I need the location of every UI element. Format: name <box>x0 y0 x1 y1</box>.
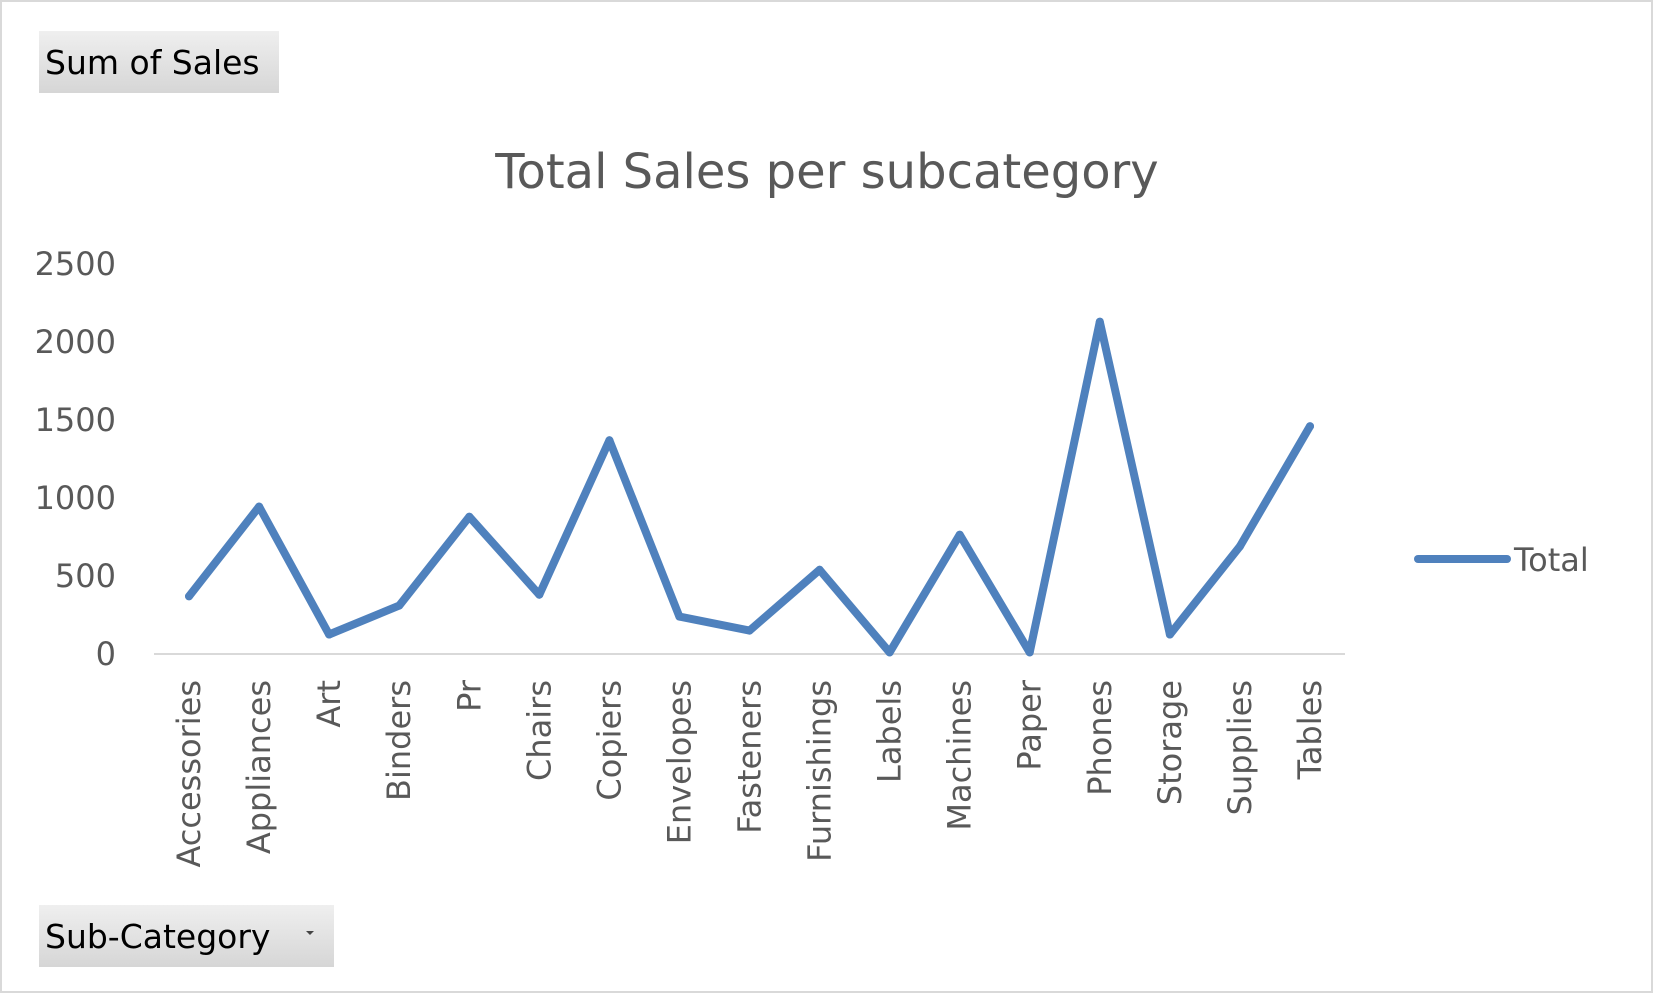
data-point <box>605 436 614 445</box>
y-tick-label: 1000 <box>35 479 116 517</box>
x-tick-label: Furnishings <box>801 680 839 862</box>
series-line-total <box>185 317 1314 657</box>
y-tick-label: 1500 <box>35 401 116 439</box>
data-point <box>1165 630 1174 639</box>
x-tick-label: Binders <box>380 680 418 801</box>
data-points <box>185 317 1314 657</box>
data-point <box>185 592 193 601</box>
x-tick-label: Phones <box>1081 680 1119 796</box>
x-tick-label: Pr <box>450 679 488 712</box>
data-point <box>1095 317 1104 326</box>
x-tick-label: Appliances <box>240 680 278 854</box>
value-field-label: Sum of Sales <box>45 42 260 82</box>
data-point <box>815 565 824 574</box>
data-point <box>675 612 684 621</box>
legend[interactable]: Total <box>1414 541 1589 579</box>
data-point <box>1235 542 1244 551</box>
data-point <box>395 601 404 610</box>
x-tick-label: Copiers <box>590 680 628 801</box>
x-axis-labels: Accessories Appliances Art Binders Pr Chairs C… <box>170 679 1329 867</box>
x-tick-label: Envelopes <box>660 680 698 844</box>
axis-field-label: Sub-Category <box>45 916 271 956</box>
y-axis-labels: 0 500 1000 1500 2000 2500 <box>35 245 116 673</box>
y-tick-label: 500 <box>55 557 116 595</box>
x-tick-label: Tables <box>1291 680 1329 780</box>
y-tick-label: 0 <box>96 635 116 673</box>
x-tick-label: Art <box>310 680 348 728</box>
x-tick-label: Machines <box>941 680 979 831</box>
dropdown-arrow-icon[interactable] <box>306 931 314 935</box>
data-point <box>1306 422 1314 431</box>
data-point <box>325 630 334 639</box>
x-tick-label: Labels <box>871 680 909 783</box>
legend-label-total: Total <box>1513 541 1589 579</box>
x-tick-label: Chairs <box>520 680 558 781</box>
data-point <box>465 512 474 521</box>
x-tick-label: Accessories <box>170 680 208 868</box>
x-tick-label: Storage <box>1151 680 1189 805</box>
data-point <box>955 530 964 539</box>
data-point <box>535 590 544 599</box>
x-tick-label: Supplies <box>1221 680 1259 815</box>
data-point <box>255 502 264 511</box>
x-tick-label: Paper <box>1011 679 1049 770</box>
data-point <box>745 626 754 635</box>
data-point <box>885 648 894 657</box>
chart-title: Total Sales per subcategory <box>494 144 1158 200</box>
x-tick-label: Fasteners <box>731 680 769 834</box>
data-point <box>1025 648 1034 657</box>
sum-of-sales-field-button[interactable]: Sum of Sales <box>39 31 279 93</box>
sub-category-field-button[interactable]: Sub-Category <box>39 905 334 967</box>
y-tick-label: 2000 <box>35 323 116 361</box>
y-tick-label: 2500 <box>35 245 116 283</box>
